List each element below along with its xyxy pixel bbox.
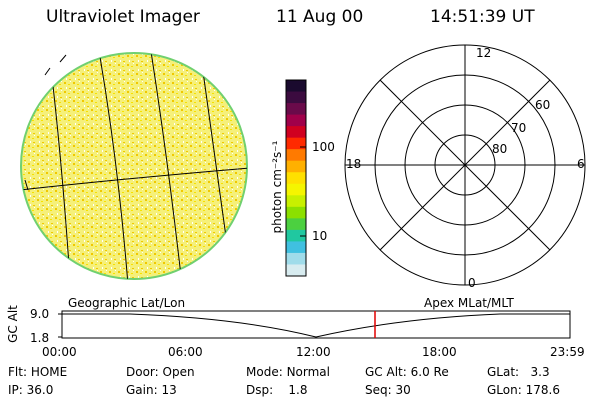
mlat-label-80: 80 bbox=[492, 142, 508, 156]
gc-alt-field: GC Alt: 6.0 Re bbox=[365, 365, 449, 379]
colorbar-swatch bbox=[286, 172, 306, 185]
mlt-label-12: 12 bbox=[476, 46, 492, 60]
colorbar bbox=[285, 79, 307, 277]
altitude-curve bbox=[62, 313, 570, 338]
alt-ylabel: GC Alt bbox=[5, 305, 20, 343]
colorbar-swatch bbox=[286, 91, 306, 104]
mlt-label-18: 18 bbox=[346, 157, 362, 171]
date-label: 11 Aug 00 bbox=[276, 7, 364, 27]
polar-plot bbox=[344, 44, 586, 286]
ip-field: IP: 36.0 bbox=[8, 383, 54, 397]
instrument-title: Ultraviolet Imager bbox=[46, 7, 200, 27]
mlt-label-6: 6 bbox=[577, 157, 585, 171]
seq-field: Seq: 30 bbox=[365, 383, 411, 397]
colorbar-label: photon cm⁻²s⁻¹ bbox=[270, 140, 284, 234]
time-label: 14:51:39 UT bbox=[430, 7, 535, 27]
colorbar-swatch bbox=[286, 183, 306, 196]
colorbar-swatch bbox=[286, 218, 306, 231]
mlat-label-60: 60 bbox=[535, 98, 551, 112]
colorbar-swatch bbox=[286, 206, 306, 219]
dsp-field: Dsp: 1.8 bbox=[246, 383, 308, 397]
colorbar-swatch bbox=[286, 114, 306, 127]
flt-field: Flt: HOME bbox=[8, 365, 68, 379]
glat-field: GLat: 3.3 bbox=[487, 365, 550, 379]
colorbar-tick-100: 100 bbox=[312, 140, 335, 154]
colorbar-swatch bbox=[286, 241, 306, 254]
mlt-label-0: 0 bbox=[468, 276, 476, 290]
grid-tick bbox=[24, 179, 29, 191]
alt-ytick-1-8: 1.8 bbox=[30, 331, 50, 345]
uv-image-disk bbox=[20, 52, 248, 280]
earth-disk bbox=[20, 52, 248, 280]
alt-ytick-9: 9.0 bbox=[30, 307, 50, 321]
alt-xtick: 23:59 bbox=[550, 345, 585, 359]
colorbar-swatch bbox=[286, 229, 306, 242]
geo-caption: Geographic Lat/Lon bbox=[68, 296, 186, 310]
alt-xtick: 00:00 bbox=[42, 345, 77, 359]
colorbar-swatch bbox=[286, 160, 306, 173]
colorbar-swatch bbox=[286, 137, 306, 150]
colorbar-swatch bbox=[286, 264, 306, 277]
door-field: Door: Open bbox=[126, 365, 195, 379]
colorbar-swatch bbox=[286, 195, 306, 208]
gain-field: Gain: 13 bbox=[126, 383, 177, 397]
colorbar-swatch bbox=[286, 80, 306, 93]
mode-field: Mode: Normal bbox=[246, 365, 330, 379]
alt-xtick: 18:00 bbox=[422, 345, 457, 359]
colorbar-swatch bbox=[286, 252, 306, 265]
glon-field: GLon: 178.6 bbox=[487, 383, 560, 397]
colorbar-swatch bbox=[286, 103, 306, 116]
alt-xtick: 06:00 bbox=[168, 345, 203, 359]
colorbar-tick-10: 10 bbox=[312, 229, 328, 243]
colorbar-swatch bbox=[286, 149, 306, 162]
colorbar-swatch bbox=[286, 126, 306, 139]
grid-tick bbox=[44, 54, 67, 76]
mlat-label-70: 70 bbox=[511, 121, 527, 135]
apex-caption: Apex MLat/MLT bbox=[424, 296, 514, 310]
alt-xtick: 12:00 bbox=[296, 345, 331, 359]
altitude-plot bbox=[58, 310, 571, 339]
